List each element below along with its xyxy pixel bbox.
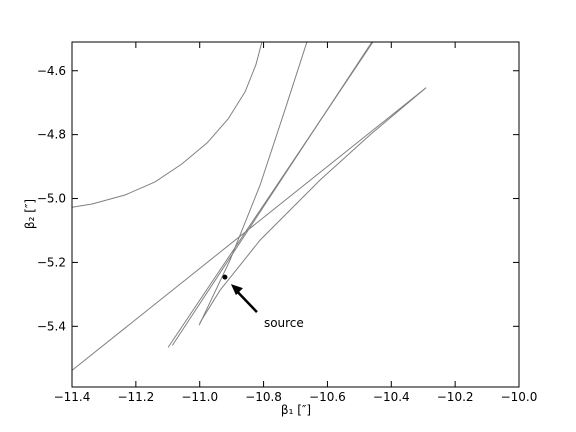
data-line bbox=[72, 87, 427, 371]
y-axis-label: β₂ [″] bbox=[23, 199, 37, 229]
arrow-shaft bbox=[234, 288, 258, 313]
data-line bbox=[72, 42, 263, 208]
plot-frame bbox=[71, 41, 520, 388]
x-tick-label: −10.8 bbox=[245, 390, 282, 404]
y-tick-label: −5.0 bbox=[37, 192, 66, 206]
x-tick-label: −10.0 bbox=[501, 390, 538, 404]
x-tick-label: −11.0 bbox=[181, 390, 218, 404]
x-tick-label: −10.4 bbox=[373, 390, 410, 404]
y-tick-label: −5.2 bbox=[37, 255, 66, 269]
y-tick-label: −5.4 bbox=[37, 319, 66, 333]
annotation-text: source bbox=[264, 316, 304, 330]
data-line bbox=[198, 42, 308, 326]
x-axis-label: β₁ [″] bbox=[281, 403, 311, 417]
arrow-head bbox=[230, 284, 243, 296]
data-line bbox=[171, 42, 373, 346]
y-tick-label: −4.6 bbox=[37, 64, 66, 78]
x-tick-label: −11.4 bbox=[54, 390, 91, 404]
x-tick-label: −10.6 bbox=[309, 390, 346, 404]
x-tick-label: −10.2 bbox=[437, 390, 474, 404]
y-tick-label: −4.8 bbox=[37, 128, 66, 142]
source-marker bbox=[222, 274, 228, 280]
x-tick-label: −11.2 bbox=[117, 390, 154, 404]
